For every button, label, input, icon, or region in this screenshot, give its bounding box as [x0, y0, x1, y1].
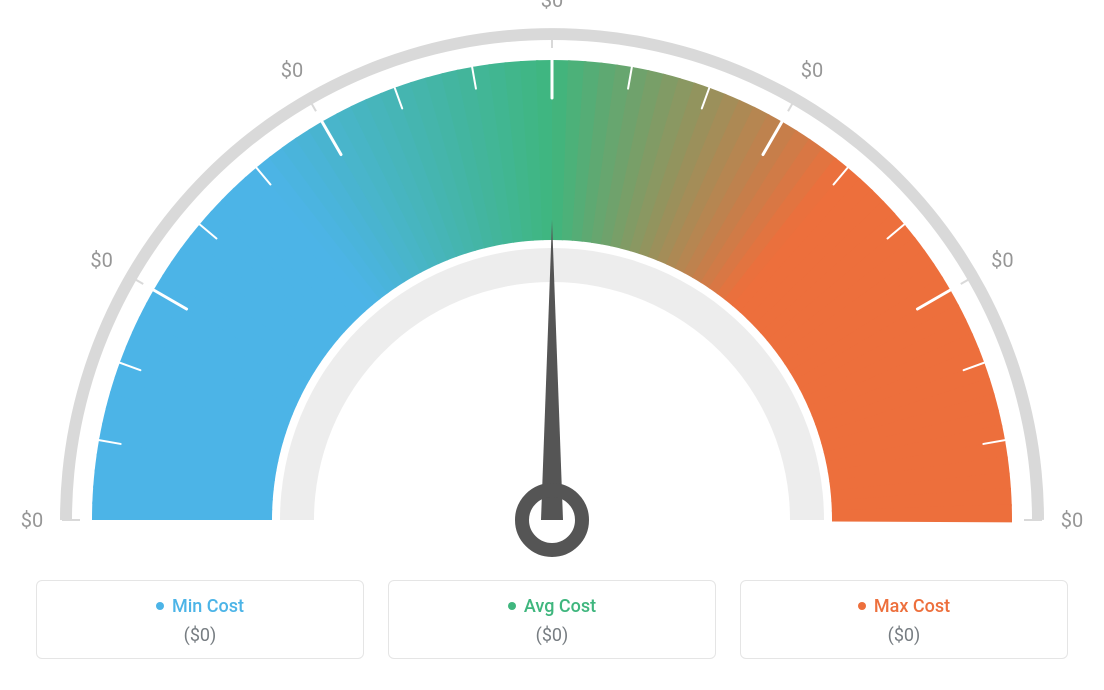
legend-label-min: Min Cost — [172, 596, 244, 617]
legend-value-min: ($0) — [45, 625, 355, 646]
legend-label-avg: Avg Cost — [524, 596, 596, 617]
legend-row: Min Cost ($0) Avg Cost ($0) Max Cost ($0… — [36, 580, 1068, 659]
legend-card-avg: Avg Cost ($0) — [388, 580, 716, 659]
scale-label: $0 — [1061, 508, 1083, 532]
scale-label: $0 — [21, 508, 43, 532]
legend-title-avg: Avg Cost — [508, 596, 596, 617]
legend-title-min: Min Cost — [156, 596, 244, 617]
scale-label: $0 — [991, 248, 1013, 272]
legend-dot-max — [858, 602, 866, 610]
gauge-svg — [0, 0, 1104, 570]
legend-value-max: ($0) — [749, 625, 1059, 646]
legend-card-max: Max Cost ($0) — [740, 580, 1068, 659]
legend-dot-min — [156, 602, 164, 610]
legend-value-avg: ($0) — [397, 625, 707, 646]
scale-label: $0 — [801, 58, 823, 82]
legend-label-max: Max Cost — [874, 596, 950, 617]
scale-label: $0 — [90, 248, 112, 272]
legend-title-max: Max Cost — [858, 596, 950, 617]
gauge-chart: $0 $0 $0 $0 $0 $0 $0 — [0, 0, 1104, 570]
legend-card-min: Min Cost ($0) — [36, 580, 364, 659]
scale-label: $0 — [541, 0, 563, 12]
legend-dot-avg — [508, 602, 516, 610]
scale-label: $0 — [281, 58, 303, 82]
